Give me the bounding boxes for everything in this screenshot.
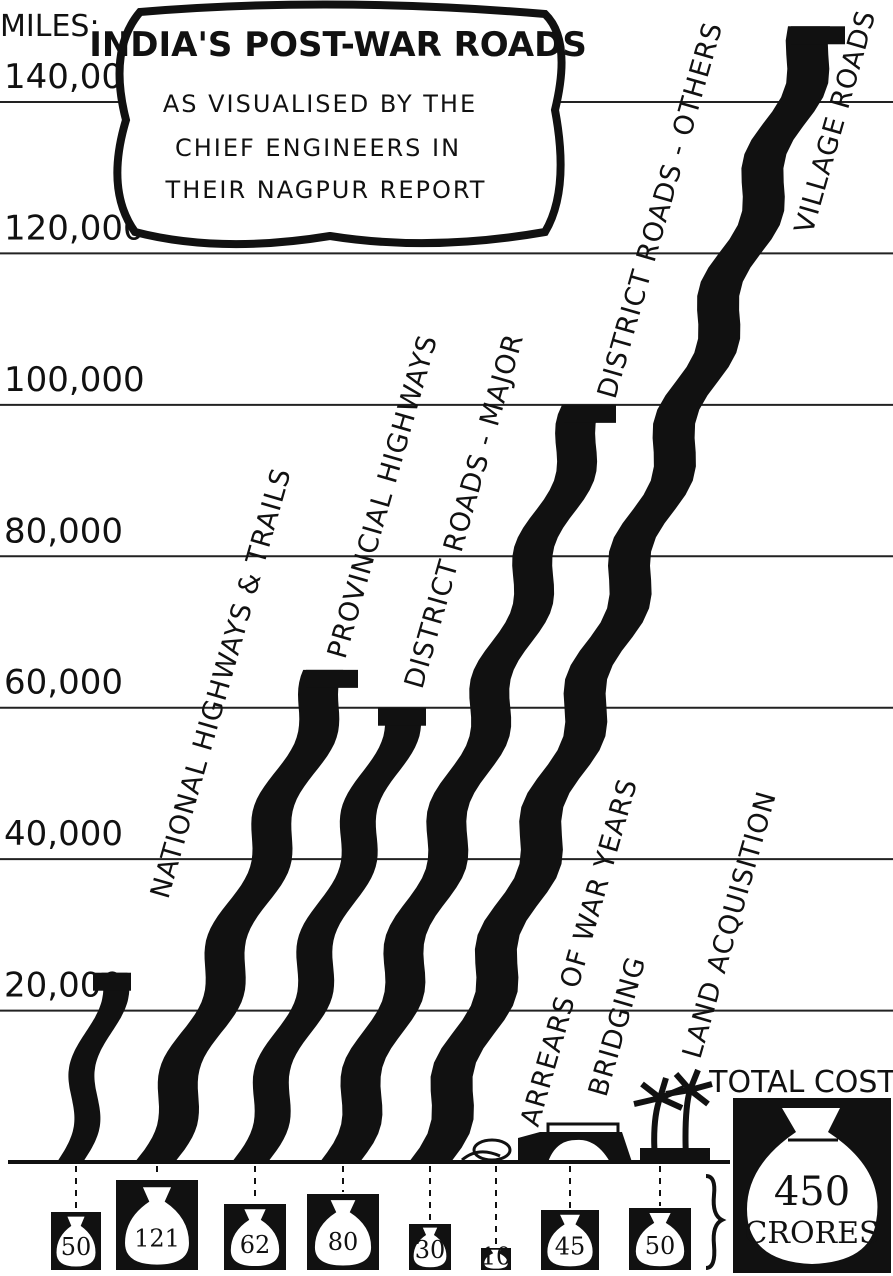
cost-bag: 45 — [541, 1210, 599, 1270]
chart-subtitle-line-1: AS VISUALISED BY THE — [163, 90, 477, 118]
chart-subtitle-line-2: CHIEF ENGINEERS IN — [175, 134, 461, 162]
cost-bags: 50 121 62 80 30 10 45 50 — [51, 1180, 691, 1270]
road-bar-cap — [378, 707, 426, 726]
extra-cost-label: BRIDGING — [583, 953, 653, 1100]
y-tick-label: 100,000 — [4, 360, 145, 400]
y-tick-label: 40,000 — [4, 814, 123, 854]
money-bag-icon — [413, 1227, 447, 1268]
road-bar-1 — [57, 972, 130, 1162]
y-axis-label: MILES: — [0, 9, 100, 44]
road-bar-5 — [409, 26, 830, 1162]
cost-value: 45 — [555, 1232, 586, 1260]
total-costs-value: 450 — [774, 1169, 850, 1215]
bridging-illustration — [518, 1122, 632, 1162]
palm-trees-illustration — [633, 1068, 713, 1161]
cost-bag: 10 — [481, 1242, 512, 1270]
brace — [705, 1174, 727, 1270]
money-bag-icon — [484, 1249, 508, 1269]
title-box-border — [113, 0, 566, 249]
total-costs: TOTAL COSTS 450 CRORES — [708, 1065, 893, 1273]
money-bag-icon — [314, 1200, 372, 1266]
cost-value: 62 — [240, 1231, 271, 1259]
road-bar-2 — [135, 669, 344, 1162]
road-bar-cap — [791, 26, 845, 45]
y-tick-label: 60,000 — [4, 663, 123, 703]
road-bar-3 — [232, 707, 422, 1162]
total-costs-label: TOTAL COSTS — [708, 1065, 893, 1100]
title-box: INDIA'S POST-WAR ROADS AS VISUALISED BY … — [89, 0, 587, 249]
cost-bag: 30 — [409, 1224, 451, 1270]
cost-value: 50 — [645, 1232, 676, 1260]
cost-bag: 121 — [116, 1180, 198, 1270]
cost-bag: 50 — [51, 1212, 101, 1270]
total-money-bag-icon — [747, 1108, 878, 1264]
road-bar-cap — [306, 669, 358, 688]
money-bag-icon — [125, 1187, 189, 1265]
cost-value: 121 — [134, 1225, 180, 1253]
money-bag-icon — [547, 1214, 593, 1267]
road-bar-4 — [320, 404, 602, 1162]
money-bag-icon — [635, 1212, 685, 1267]
y-tick-label: 80,000 — [4, 511, 123, 551]
cost-value: 50 — [61, 1233, 92, 1261]
total-costs-unit: CRORES — [744, 1216, 879, 1251]
cost-value: 30 — [415, 1236, 446, 1264]
chart-subtitle-line-3: THEIR NAGPUR REPORT — [165, 176, 487, 204]
cost-bag: 62 — [224, 1204, 286, 1270]
y-tick-labels: 20,00040,00060,00080,000100,000120,00014… — [4, 57, 145, 1006]
chart-title: INDIA'S POST-WAR ROADS — [89, 25, 587, 65]
road-bar-cap — [93, 972, 131, 991]
cost-connectors — [75, 1166, 661, 1246]
money-bag-icon — [230, 1209, 280, 1267]
money-bag-icon — [56, 1216, 96, 1267]
extra-cost-label: LAND ACQUISITION — [677, 788, 783, 1062]
road-bar-cap — [564, 404, 616, 423]
cost-bag: 50 — [629, 1208, 691, 1270]
cost-value: 80 — [328, 1228, 359, 1256]
arrears-illustration — [461, 1138, 512, 1162]
cost-bag: 80 — [307, 1194, 379, 1270]
cost-value: 10 — [481, 1242, 512, 1270]
road-bars — [57, 26, 845, 1162]
